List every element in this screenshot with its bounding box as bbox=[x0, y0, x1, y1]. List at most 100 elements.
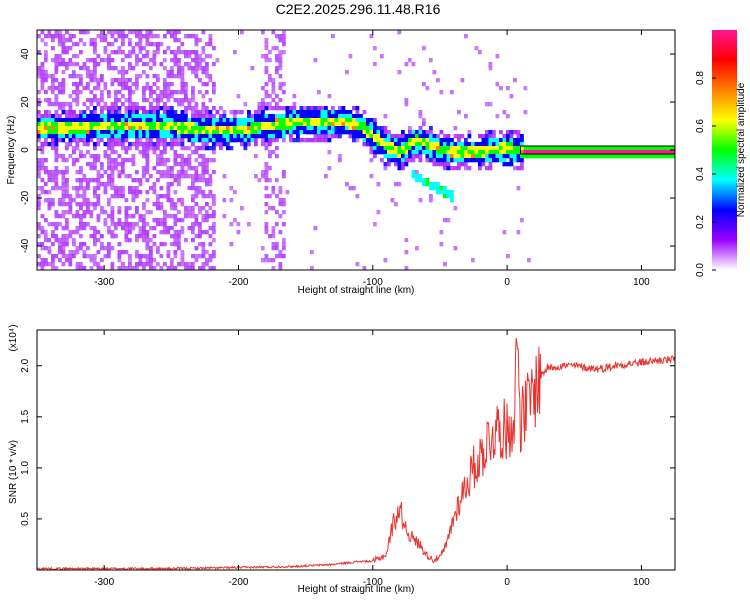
heatmap-cell bbox=[411, 150, 416, 155]
heatmap-cell bbox=[184, 62, 188, 67]
heatmap-cell bbox=[348, 146, 353, 151]
heatmap-cell bbox=[170, 214, 174, 219]
heatmap-cell bbox=[54, 102, 59, 107]
heatmap-cell bbox=[47, 250, 52, 255]
heatmap-cell bbox=[114, 90, 118, 95]
heatmap-cell bbox=[579, 146, 584, 151]
heatmap-cell bbox=[282, 262, 286, 267]
heatmap-cell bbox=[359, 118, 363, 123]
heatmap-cell bbox=[61, 254, 66, 259]
heatmap-cell bbox=[145, 150, 150, 155]
heatmap-cell bbox=[107, 30, 111, 35]
heatmap-cell bbox=[261, 194, 265, 199]
heatmap-cell bbox=[338, 122, 342, 127]
heatmap-cell bbox=[177, 138, 181, 143]
heatmap-cell bbox=[166, 110, 171, 115]
heatmap-cell bbox=[194, 150, 199, 155]
heatmap-cell bbox=[324, 106, 328, 111]
heatmap-cell bbox=[58, 134, 62, 139]
heatmap-cell bbox=[142, 222, 146, 227]
heatmap-cell bbox=[117, 142, 122, 147]
heatmap-cell bbox=[261, 98, 265, 103]
heatmap-cell bbox=[61, 122, 66, 127]
heatmap-cell bbox=[362, 138, 367, 143]
heatmap-cell bbox=[149, 226, 153, 231]
heatmap-cell bbox=[44, 258, 48, 263]
heatmap-cell bbox=[247, 82, 251, 87]
heatmap-cell bbox=[128, 114, 132, 119]
heatmap-cell bbox=[464, 146, 468, 151]
heatmap-cell bbox=[212, 206, 216, 211]
heatmap-cell bbox=[75, 54, 80, 59]
heatmap-cell bbox=[86, 162, 90, 167]
heatmap-cell bbox=[345, 182, 349, 187]
heatmap-cell bbox=[131, 122, 136, 127]
heatmap-cell bbox=[495, 154, 500, 159]
heatmap-cell bbox=[194, 130, 199, 135]
heatmap-cell bbox=[110, 214, 115, 219]
heatmap-cell bbox=[467, 146, 472, 151]
heatmap-cell bbox=[362, 266, 367, 270]
heatmap-cell bbox=[369, 134, 374, 139]
heatmap-cell bbox=[205, 122, 209, 127]
heatmap-cell bbox=[201, 58, 206, 63]
heatmap-cell bbox=[229, 198, 234, 203]
heatmap-cell bbox=[355, 130, 360, 135]
heatmap-cell bbox=[271, 206, 276, 211]
heatmap-cell bbox=[117, 186, 122, 191]
heatmap-cell bbox=[303, 182, 307, 187]
heatmap-cell bbox=[131, 30, 136, 35]
heatmap-cell bbox=[282, 182, 286, 187]
heatmap-cell bbox=[68, 110, 73, 115]
heatmap-cell bbox=[100, 174, 104, 179]
heatmap-cell bbox=[334, 118, 339, 123]
heatmap-cell bbox=[432, 150, 437, 155]
heatmap-cell bbox=[352, 130, 356, 135]
heatmap-cell bbox=[82, 194, 87, 199]
heatmap-cell bbox=[86, 198, 90, 203]
heatmap-cell bbox=[415, 130, 419, 135]
heatmap-cell bbox=[201, 142, 206, 147]
heatmap-cell bbox=[103, 62, 108, 67]
heatmap-cell bbox=[446, 134, 451, 139]
heatmap-cell bbox=[170, 202, 174, 207]
heatmap-cell bbox=[145, 178, 150, 183]
heatmap-cell bbox=[390, 158, 395, 163]
heatmap-cell bbox=[513, 138, 517, 143]
heatmap-cell bbox=[93, 94, 97, 99]
heatmap-cell bbox=[509, 94, 514, 99]
heatmap-cell bbox=[240, 182, 244, 187]
heatmap-cell bbox=[89, 90, 94, 95]
heatmap-cell bbox=[128, 54, 132, 59]
heatmap-cell bbox=[348, 134, 353, 139]
heatmap-cell bbox=[191, 50, 195, 55]
heatmap-cell bbox=[306, 110, 311, 115]
heatmap-cell bbox=[380, 146, 384, 151]
heatmap-cell bbox=[201, 118, 206, 123]
heatmap-cell bbox=[37, 166, 41, 171]
heatmap-cell bbox=[523, 110, 528, 115]
heatmap-cell bbox=[166, 30, 171, 35]
heatmap-cell bbox=[285, 118, 290, 123]
heatmap-cell bbox=[82, 134, 87, 139]
heatmap-cell bbox=[114, 222, 118, 227]
heatmap-cell bbox=[72, 110, 76, 115]
heatmap-cell bbox=[226, 134, 230, 139]
heatmap-cell bbox=[114, 194, 118, 199]
heatmap-cell bbox=[152, 166, 157, 171]
heatmap-cell bbox=[159, 222, 164, 227]
heatmap-cell bbox=[299, 34, 304, 39]
heatmap-cell bbox=[219, 122, 223, 127]
heatmap-cell bbox=[327, 114, 332, 119]
heatmap-cell bbox=[44, 122, 48, 127]
heatmap-cell bbox=[79, 206, 83, 211]
heatmap-cell bbox=[212, 114, 216, 119]
heatmap-cell bbox=[201, 158, 206, 163]
heatmap-cell bbox=[124, 130, 129, 135]
heatmap-cell bbox=[177, 178, 181, 183]
heatmap-cell bbox=[394, 102, 398, 107]
heatmap-cell bbox=[338, 130, 342, 135]
heatmap-cell bbox=[138, 142, 143, 147]
heatmap-cell bbox=[177, 166, 181, 171]
heatmap-cell bbox=[135, 30, 139, 35]
